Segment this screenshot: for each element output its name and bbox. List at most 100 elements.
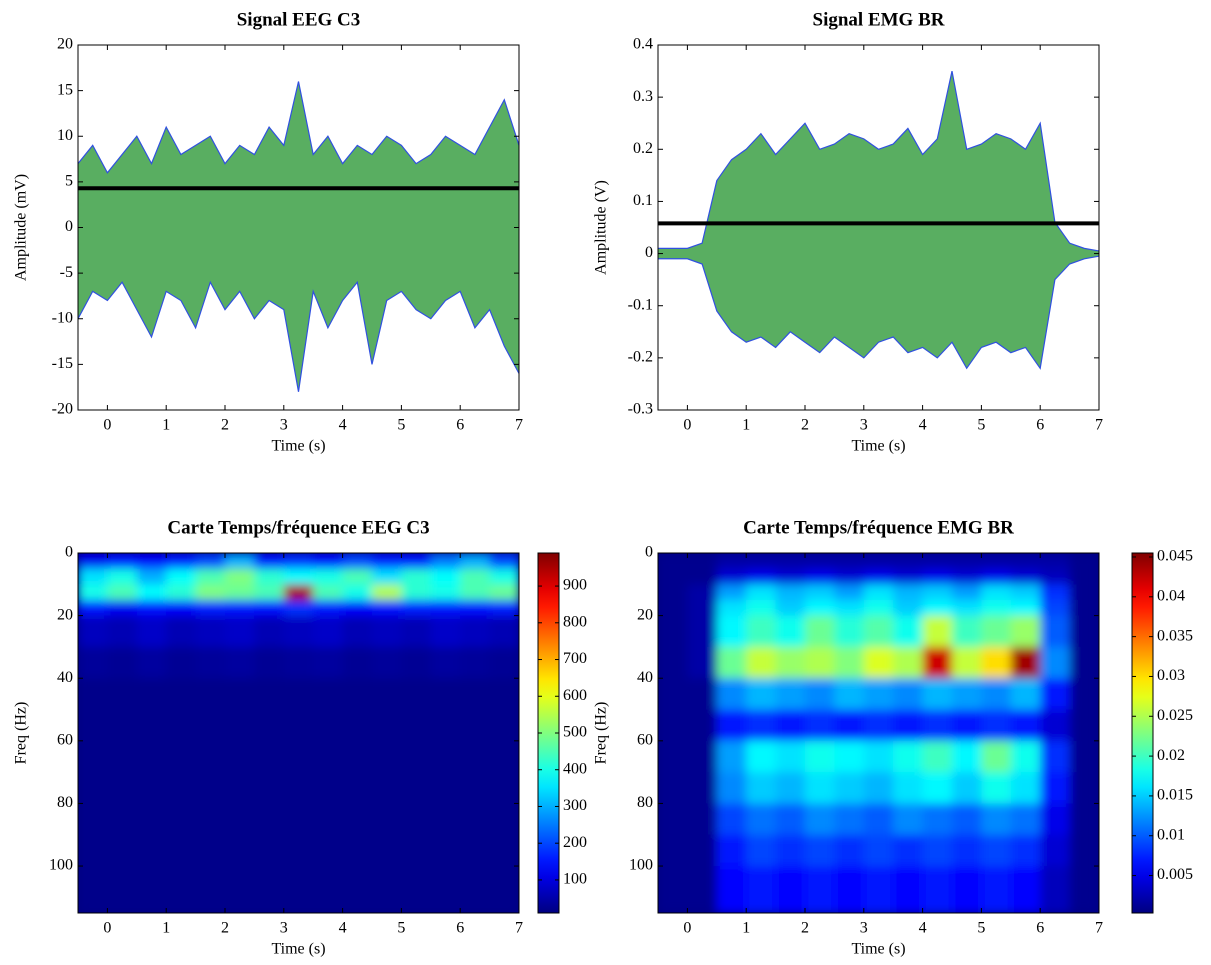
heatmap-cell (78, 709, 108, 742)
heatmap-cell (952, 740, 982, 773)
heatmap-cell (922, 866, 953, 913)
heatmap-cell (805, 709, 835, 742)
heatmap-cell (78, 803, 108, 836)
heatmap-cell (952, 553, 982, 570)
heatmap-cell (195, 584, 226, 601)
x-tick-label: 0 (683, 417, 691, 434)
colorbar-tick-label: 500 (563, 724, 587, 741)
heatmap-cell (313, 772, 344, 804)
heatmap-cell (166, 599, 197, 617)
heatmap-cell (136, 599, 167, 617)
heatmap-cell (716, 568, 747, 585)
y-tick-label: -0.2 (628, 349, 653, 366)
heatmap-cell (401, 866, 432, 913)
heatmap-cell (922, 553, 953, 570)
heatmap-cell (716, 615, 747, 648)
heatmap-cell (1010, 834, 1041, 867)
heatmap-cell (372, 834, 402, 867)
heatmap-cell (460, 553, 491, 570)
signal-envelope (78, 81, 519, 392)
x-tick-label: 5 (397, 417, 405, 434)
heatmap-cell (136, 646, 167, 679)
heatmap-cell (952, 803, 982, 836)
heatmap-cell (342, 772, 373, 804)
heatmap-cell (136, 834, 167, 867)
heatmap-cell (1040, 584, 1071, 601)
heatmap-cell (1069, 568, 1099, 585)
heatmap-cell (136, 803, 167, 836)
heatmap-cell (687, 584, 718, 601)
heatmap-cell (195, 568, 226, 585)
heatmap-cell (254, 866, 285, 913)
heatmap-cell (225, 584, 255, 601)
heatmap-cell (922, 678, 953, 711)
heatmap-cell (283, 772, 314, 804)
heatmap-cell (430, 646, 461, 679)
heatmap-cell (981, 615, 1012, 648)
x-tick-label: 6 (456, 417, 464, 434)
heatmap-cell (107, 615, 138, 648)
plot-area (78, 81, 519, 392)
heatmap-cell (746, 803, 777, 836)
heatmap-cell (430, 834, 461, 867)
heatmap-cell (1069, 553, 1099, 570)
heatmap-cell (489, 568, 519, 585)
heatmap-cell (489, 740, 519, 773)
heatmap-cell (136, 772, 167, 804)
heatmap-cell (775, 834, 806, 867)
heatmap-cell (863, 772, 894, 804)
heatmap-cell (254, 646, 285, 679)
heatmap-cell (313, 834, 344, 867)
heatmap-cell (460, 866, 491, 913)
heatmap-cell (805, 568, 835, 585)
heatmap-cell (342, 866, 373, 913)
heatmap-cell (107, 709, 138, 742)
plot-area (78, 553, 519, 913)
y-tick-label: 20 (57, 606, 73, 623)
heatmap-cell (687, 568, 718, 585)
heatmap-cell (283, 678, 314, 711)
heatmap-cell (775, 740, 806, 773)
y-tick-label: 20 (57, 36, 73, 53)
heatmap-cell (78, 834, 108, 867)
heatmap-cell (313, 584, 344, 601)
heatmap-cell (863, 599, 894, 617)
heatmap-cell (225, 834, 255, 867)
x-tick-label: 7 (515, 920, 523, 937)
heatmap-cell (283, 740, 314, 773)
heatmap-cell (166, 568, 197, 585)
heatmap-cell (746, 866, 777, 913)
x-tick-label: 1 (162, 920, 170, 937)
heatmap-cell (981, 866, 1012, 913)
heatmap-cell (342, 834, 373, 867)
heatmap-cell (981, 834, 1012, 867)
heatmap-cell (716, 678, 747, 711)
heatmap-cell (460, 584, 491, 601)
heatmap-cell (658, 678, 688, 711)
heatmap-cell (225, 772, 255, 804)
heatmap-cell (922, 740, 953, 773)
heatmap-cell (922, 834, 953, 867)
heatmap-cell (283, 584, 314, 601)
heatmap-cell (775, 803, 806, 836)
heatmap-cell (658, 866, 688, 913)
heatmap-cell (775, 709, 806, 742)
y-tick-label: 60 (637, 731, 653, 748)
y-tick-label: -0.3 (628, 401, 653, 418)
heatmap-cell (401, 740, 432, 773)
x-tick-label: 7 (1095, 417, 1103, 434)
heatmap-cell (313, 709, 344, 742)
heatmap-cell (687, 834, 718, 867)
heatmap-cell (401, 615, 432, 648)
heatmap-cell (863, 866, 894, 913)
heatmap-cell (430, 803, 461, 836)
y-tick-label: 10 (57, 127, 73, 144)
colorbar-tick-label: 0.005 (1157, 866, 1193, 883)
heatmap-cell (687, 678, 718, 711)
heatmap-cell (107, 772, 138, 804)
heatmap-cell (863, 803, 894, 836)
heatmap-cell (136, 678, 167, 711)
heatmap-cell (283, 599, 314, 617)
heatmap-cell (834, 568, 865, 585)
